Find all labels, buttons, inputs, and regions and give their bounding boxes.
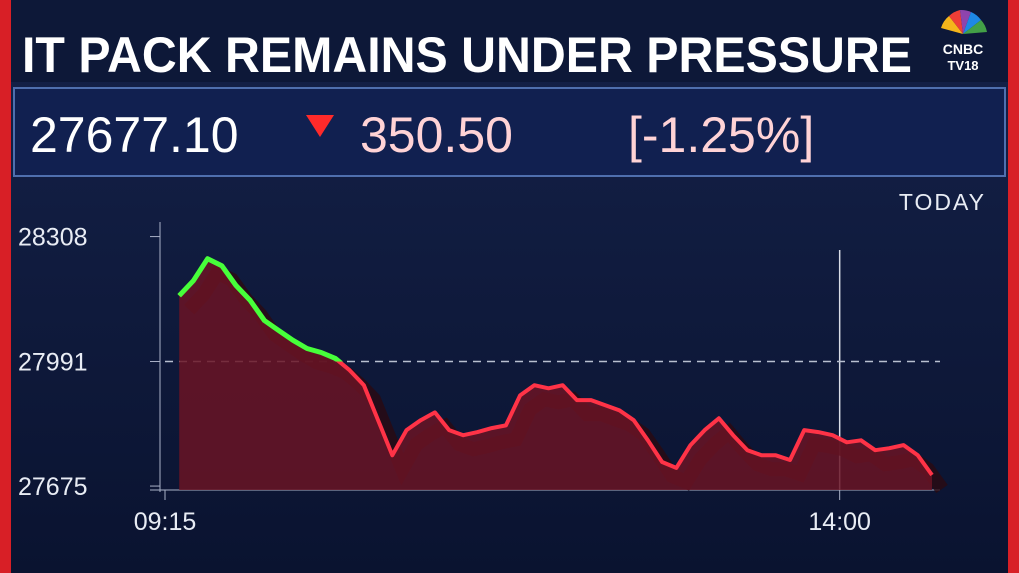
left-border <box>0 0 11 573</box>
period-label: TODAY <box>899 189 986 215</box>
area <box>179 258 932 490</box>
headline: IT PACK REMAINS UNDER PRESSURE <box>22 27 912 83</box>
y-tick-label: 27991 <box>18 349 88 377</box>
x-tick-label: 14:00 <box>808 508 871 536</box>
x-tick-label: 09:15 <box>134 508 197 536</box>
down-arrow <box>306 115 334 137</box>
price-line-above <box>177 256 344 362</box>
y-tick-label: 28308 <box>18 224 88 252</box>
right-border <box>1008 0 1019 573</box>
logo: CNBC TV18 <box>941 9 987 73</box>
logo-subtext: TV18 <box>947 58 978 73</box>
index-change: 350.50 <box>360 107 513 163</box>
logo-text: CNBC <box>943 41 983 57</box>
index-percent: [-1.25%] <box>628 107 814 163</box>
y-tick-label: 27675 <box>18 473 88 501</box>
title-bar <box>11 0 1008 82</box>
quote-bar <box>13 87 1006 177</box>
plot: 27675 27991 28308 09:15 14:00 <box>18 224 948 536</box>
index-value: 27677.10 <box>30 107 239 163</box>
